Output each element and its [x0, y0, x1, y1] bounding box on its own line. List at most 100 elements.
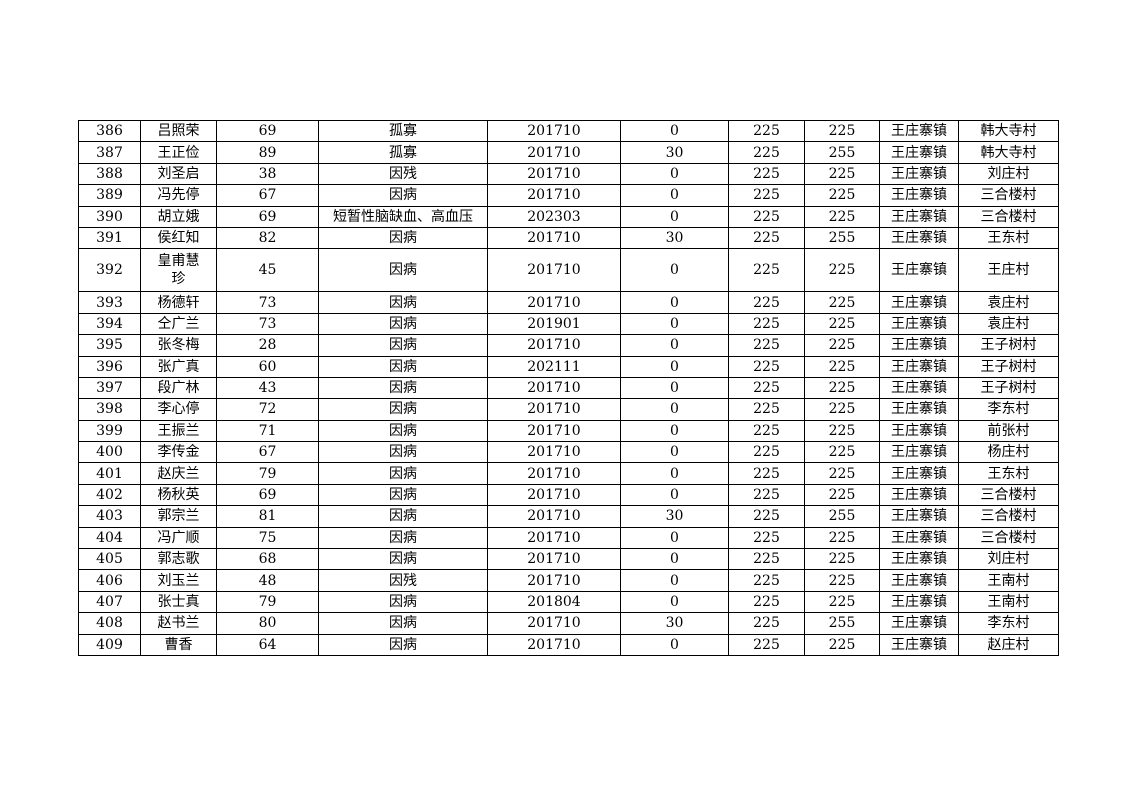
cell-reason: 因病 [318, 291, 488, 314]
table-row: 401 赵庆兰 79 因病 201710 0 225 225 王庄寨镇 王东村 [78, 462, 1059, 485]
cell-total-amount: 225 [804, 633, 880, 656]
cell-start-month: 201710 [487, 398, 621, 421]
cell-total-amount: 225 [804, 119, 880, 143]
table-row: 399 王振兰 71 因病 201710 0 225 225 王庄寨镇 前张村 [78, 419, 1059, 443]
cell-row-number: 405 [78, 548, 141, 571]
table-body: 386 吕照荣 69 孤寡 201710 0 225 225 王庄寨镇 韩大寺村 387 王正俭 89 孤… [78, 119, 1059, 656]
table-row: 397 段广林 43 因病 201710 0 225 225 王庄寨镇 王子树村 [78, 376, 1059, 400]
cell-start-month: 201710 [487, 248, 621, 293]
cell-start-month: 201710 [487, 441, 621, 464]
cell-start-month: 201710 [487, 526, 621, 550]
cell-name: 刘圣启 [140, 162, 217, 186]
cell-village: 刘庄村 [958, 162, 1059, 186]
cell-name: 胡立娥 [140, 205, 217, 228]
cell-town: 王庄寨镇 [879, 441, 959, 464]
cell-town: 王庄寨镇 [879, 291, 959, 314]
cell-town: 王庄寨镇 [879, 462, 959, 485]
cell-town: 王庄寨镇 [879, 483, 959, 507]
cell-village: 三合楼村 [958, 184, 1059, 207]
cell-base-amount: 225 [728, 205, 805, 228]
cell-total-amount: 225 [804, 398, 880, 421]
cell-town: 王庄寨镇 [879, 205, 959, 228]
cell-total-amount: 225 [804, 184, 880, 207]
cell-extra-amount: 0 [620, 526, 729, 550]
cell-age: 43 [216, 376, 319, 400]
cell-village: 李东村 [958, 398, 1059, 421]
cell-start-month: 201710 [487, 483, 621, 507]
cell-base-amount: 225 [728, 162, 805, 186]
cell-reason: 因病 [318, 590, 488, 614]
cell-extra-amount: 0 [620, 162, 729, 186]
cell-reason: 因残 [318, 162, 488, 186]
cell-name: 王正俭 [140, 141, 217, 164]
cell-total-amount: 225 [804, 483, 880, 507]
cell-row-number: 400 [78, 441, 141, 464]
cell-extra-amount: 0 [620, 590, 729, 614]
cell-town: 王庄寨镇 [879, 312, 959, 336]
cell-extra-amount: 0 [620, 291, 729, 314]
cell-reason: 因残 [318, 569, 488, 592]
cell-row-number: 388 [78, 162, 141, 186]
cell-age: 28 [216, 334, 319, 357]
cell-name: 侯红知 [140, 226, 217, 250]
cell-extra-amount: 0 [620, 205, 729, 228]
table-row: 395 张冬梅 28 因病 201710 0 225 225 王庄寨镇 王子树村 [78, 334, 1059, 357]
cell-row-number: 397 [78, 376, 141, 400]
table-row: 387 王正俭 89 孤寡 201710 30 225 255 王庄寨镇 韩大寺村 [78, 141, 1059, 164]
cell-town: 王庄寨镇 [879, 248, 959, 293]
cell-base-amount: 225 [728, 548, 805, 571]
cell-total-amount: 225 [804, 312, 880, 336]
cell-reason: 因病 [318, 633, 488, 656]
cell-row-number: 387 [78, 141, 141, 164]
table-row: 390 胡立娥 69 短暂性脑缺血、高血压 202303 0 225 225 王庄寨镇 三合楼村 [78, 205, 1059, 228]
cell-name: 冯广顺 [140, 526, 217, 550]
cell-base-amount: 225 [728, 633, 805, 656]
cell-row-number: 402 [78, 483, 141, 507]
cell-town: 王庄寨镇 [879, 505, 959, 528]
cell-village: 前张村 [958, 419, 1059, 443]
cell-town: 王庄寨镇 [879, 376, 959, 400]
cell-extra-amount: 30 [620, 226, 729, 250]
cell-extra-amount: 0 [620, 633, 729, 656]
cell-base-amount: 225 [728, 312, 805, 336]
cell-village: 王子树村 [958, 355, 1059, 378]
cell-row-number: 386 [78, 119, 141, 143]
cell-age: 60 [216, 355, 319, 378]
cell-name: 吕照荣 [140, 119, 217, 143]
cell-base-amount: 225 [728, 141, 805, 164]
cell-start-month: 201710 [487, 291, 621, 314]
cell-village: 李东村 [958, 612, 1059, 635]
cell-reason: 因病 [318, 526, 488, 550]
cell-start-month: 202111 [487, 355, 621, 378]
cell-village: 袁庄村 [958, 312, 1059, 336]
cell-reason: 因病 [318, 483, 488, 507]
cell-base-amount: 225 [728, 462, 805, 485]
cell-extra-amount: 30 [620, 141, 729, 164]
cell-name: 李传金 [140, 441, 217, 464]
cell-age: 38 [216, 162, 319, 186]
cell-base-amount: 225 [728, 334, 805, 357]
cell-base-amount: 225 [728, 291, 805, 314]
cell-age: 64 [216, 633, 319, 656]
cell-village: 袁庄村 [958, 291, 1059, 314]
cell-base-amount: 225 [728, 376, 805, 400]
cell-start-month: 201710 [487, 612, 621, 635]
cell-age: 73 [216, 312, 319, 336]
cell-start-month: 201710 [487, 505, 621, 528]
cell-name: 张士真 [140, 590, 217, 614]
cell-total-amount: 225 [804, 548, 880, 571]
cell-base-amount: 225 [728, 355, 805, 378]
cell-reason: 因病 [318, 505, 488, 528]
cell-village: 王东村 [958, 226, 1059, 250]
cell-town: 王庄寨镇 [879, 398, 959, 421]
cell-extra-amount: 0 [620, 355, 729, 378]
cell-total-amount: 225 [804, 355, 880, 378]
cell-base-amount: 225 [728, 184, 805, 207]
cell-extra-amount: 0 [620, 312, 729, 336]
cell-row-number: 396 [78, 355, 141, 378]
table-row: 404 冯广顺 75 因病 201710 0 225 225 王庄寨镇 三合楼村 [78, 526, 1059, 550]
table-row: 406 刘玉兰 48 因残 201710 0 225 225 王庄寨镇 王南村 [78, 569, 1059, 592]
table-row: 393 杨德轩 73 因病 201710 0 225 225 王庄寨镇 袁庄村 [78, 291, 1059, 314]
cell-town: 王庄寨镇 [879, 569, 959, 592]
cell-total-amount: 225 [804, 291, 880, 314]
